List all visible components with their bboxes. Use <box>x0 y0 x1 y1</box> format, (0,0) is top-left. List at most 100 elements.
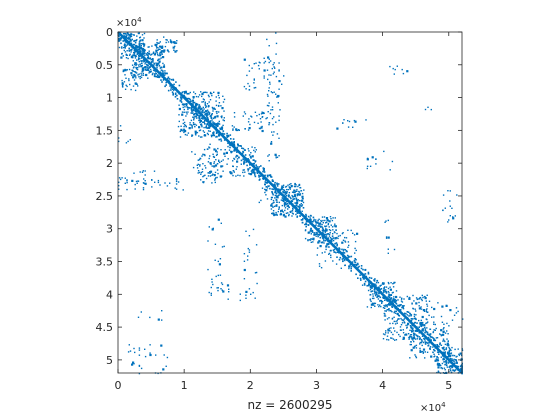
nonzero-point <box>413 315 416 317</box>
nonzero-point <box>214 181 216 184</box>
nonzero-point <box>202 163 204 165</box>
nonzero-point <box>408 337 411 339</box>
nonzero-point <box>138 43 141 46</box>
nonzero-point <box>393 316 395 318</box>
nonzero-point <box>208 147 211 149</box>
nonzero-point <box>434 355 436 357</box>
nonzero-point <box>398 309 401 311</box>
nonzero-point <box>121 84 124 87</box>
nonzero-point <box>245 294 247 296</box>
nonzero-point <box>165 41 167 44</box>
nonzero-point <box>146 53 148 55</box>
nonzero-point <box>346 259 348 261</box>
nonzero-point <box>316 232 319 234</box>
nonzero-point <box>452 217 455 220</box>
nonzero-point <box>343 252 346 254</box>
nonzero-point <box>322 229 324 231</box>
nonzero-point <box>376 295 379 298</box>
nonzero-point <box>202 121 204 123</box>
x-exponent-label: ×104 <box>420 401 446 414</box>
nonzero-point <box>374 302 377 305</box>
nonzero-point <box>145 58 148 60</box>
nonzero-point <box>451 365 454 367</box>
nonzero-point <box>382 291 385 293</box>
nonzero-point <box>136 46 138 49</box>
nonzero-point <box>223 139 226 141</box>
nonzero-point <box>446 338 448 340</box>
nonzero-point <box>142 43 144 45</box>
nonzero-point <box>396 308 398 311</box>
nonzero-point <box>221 107 224 110</box>
nonzero-point <box>138 64 140 66</box>
nonzero-point <box>177 125 180 128</box>
nonzero-point <box>134 82 137 85</box>
nonzero-point <box>299 204 301 206</box>
nonzero-point <box>220 160 223 162</box>
nonzero-point <box>203 153 206 156</box>
nonzero-point <box>287 208 289 210</box>
nonzero-point <box>242 158 244 160</box>
nonzero-point <box>442 353 444 356</box>
nonzero-point <box>218 97 220 99</box>
nonzero-point <box>277 188 280 190</box>
nonzero-point <box>233 126 235 128</box>
nonzero-point <box>348 267 350 270</box>
nonzero-point <box>135 71 137 74</box>
nonzero-point <box>243 149 246 151</box>
nonzero-point <box>447 340 449 343</box>
nonzero-point <box>312 237 315 240</box>
nonzero-point <box>175 188 178 190</box>
nonzero-point <box>266 104 269 107</box>
nonzero-point <box>136 182 138 184</box>
nonzero-point <box>402 329 404 331</box>
nonzero-point <box>283 189 286 192</box>
nonzero-point <box>376 279 379 282</box>
nonzero-point <box>392 300 394 302</box>
nonzero-point <box>284 196 286 199</box>
nonzero-point <box>166 185 169 187</box>
nonzero-point <box>353 263 356 266</box>
nonzero-point <box>333 248 336 251</box>
nonzero-point <box>405 333 408 336</box>
nonzero-point <box>127 351 130 353</box>
nonzero-point <box>243 163 245 165</box>
nonzero-point <box>247 121 250 123</box>
nonzero-point <box>272 199 275 202</box>
nonzero-point <box>222 95 224 97</box>
nonzero-point <box>201 107 203 110</box>
nonzero-point <box>442 338 445 340</box>
nonzero-point <box>422 330 424 332</box>
nonzero-point <box>402 336 405 339</box>
nonzero-point <box>435 337 438 339</box>
x-exponent-base: ×10 <box>420 403 441 414</box>
nonzero-point <box>282 184 285 186</box>
nonzero-point <box>366 157 369 160</box>
nonzero-point <box>415 355 417 358</box>
nonzero-point <box>219 161 221 164</box>
nonzero-point <box>212 107 215 110</box>
nonzero-point <box>344 240 346 242</box>
nonzero-point <box>433 344 435 346</box>
nonzero-point <box>248 70 251 72</box>
nonzero-point <box>129 139 131 141</box>
nonzero-point <box>419 325 422 327</box>
nonzero-point <box>184 91 186 94</box>
nonzero-point <box>385 332 387 334</box>
nonzero-point <box>449 190 451 192</box>
nonzero-point <box>151 179 153 181</box>
nonzero-point <box>454 348 456 351</box>
nonzero-point <box>395 295 398 299</box>
nonzero-point <box>269 187 271 190</box>
nonzero-point <box>356 232 359 235</box>
nonzero-point <box>228 291 230 293</box>
nonzero-point <box>222 130 225 132</box>
nonzero-point <box>253 79 255 81</box>
nonzero-point <box>310 220 313 222</box>
nonzero-point <box>248 249 251 251</box>
nonzero-point <box>130 56 133 59</box>
nonzero-point <box>268 61 270 64</box>
nonzero-point <box>434 339 437 342</box>
nonzero-point <box>142 74 145 76</box>
nonzero-point <box>390 327 392 329</box>
nonzero-point <box>206 132 209 135</box>
